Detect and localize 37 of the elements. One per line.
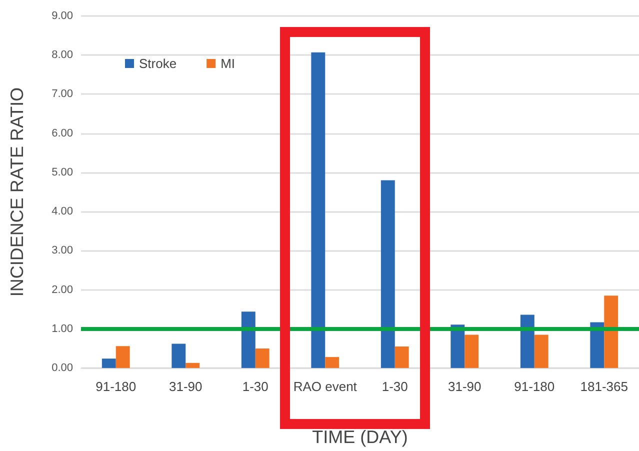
bar [311, 52, 326, 368]
x-tick-label: 181-365 [580, 379, 628, 394]
x-tick-label: 1-30 [242, 379, 268, 394]
bar [380, 180, 395, 368]
y-tick-label: 0.00 [52, 362, 73, 374]
y-tick-label: 9.00 [52, 10, 73, 22]
bar [255, 348, 270, 368]
bar [241, 312, 256, 368]
bar [102, 358, 116, 368]
bar [604, 296, 618, 368]
y-tick-label: 5.00 [52, 166, 73, 178]
y-axis-title: INCIDENCE RATE RATIO [7, 87, 27, 297]
bar [325, 357, 340, 368]
y-tick-label: 1.00 [52, 322, 73, 335]
y-tick-label: 8.00 [52, 49, 73, 62]
x-tick-label: 1-30 [382, 379, 408, 394]
y-tick-label: 7.00 [52, 88, 73, 100]
bar [520, 314, 534, 368]
x-tick-label: 91-180 [514, 379, 555, 394]
x-tick-label: 31-90 [448, 379, 482, 394]
x-axis-title: TIME (DAY) [312, 427, 408, 447]
y-tick-label: 4.00 [52, 206, 73, 218]
x-tick-label: 91-180 [96, 379, 136, 394]
y-tick-label: 2.00 [52, 284, 73, 296]
x-tick-label: RAO event [293, 379, 358, 394]
y-tick-label: 3.00 [52, 244, 73, 257]
bar [116, 346, 130, 368]
bar [186, 362, 200, 368]
x-tick-label: 31-90 [169, 379, 202, 394]
bar [172, 344, 186, 368]
y-tick-label: 6.00 [52, 127, 73, 140]
bar [394, 346, 409, 368]
legend-label: MI [220, 56, 236, 71]
legend-label: Stroke [139, 56, 177, 71]
bar [534, 334, 548, 368]
bar [464, 334, 479, 368]
bar [590, 322, 604, 368]
